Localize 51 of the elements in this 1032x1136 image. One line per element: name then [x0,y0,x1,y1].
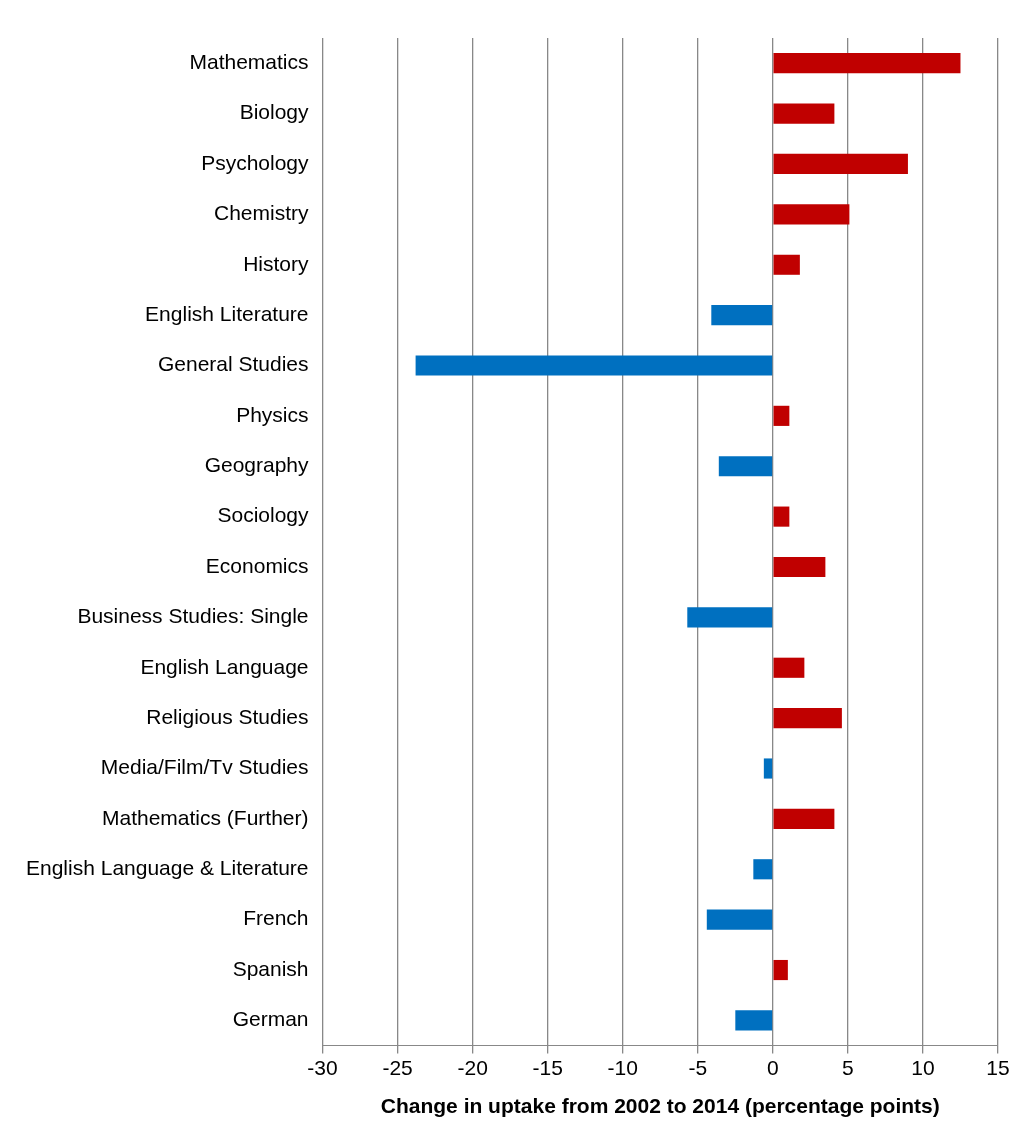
x-tick-label: -10 [607,1056,638,1079]
y-tick-label: Religious Studies [146,704,309,728]
y-tick-label: Chemistry [214,201,310,225]
y-tick-label: German [232,1007,309,1031]
bar [773,254,800,275]
y-tick-label: English Language & Literature [25,856,309,880]
bar [415,355,773,376]
y-tick-label: English Literature [145,301,309,325]
bar [773,506,790,527]
x-tick-label: -15 [532,1056,563,1079]
y-tick-label: English Language [140,654,309,678]
x-tick-label: 0 [767,1056,779,1079]
y-tick-label: Geography [204,453,310,477]
y-tick-label: Economics [205,553,309,577]
y-tick-label: French [243,906,309,930]
y-tick-label: General Studies [157,352,309,376]
y-tick-label: Mathematics [189,49,309,73]
bar [773,405,790,426]
bar [763,758,773,779]
bar [773,959,788,981]
y-tick-label: Biology [239,100,310,124]
y-tick-label: Sociology [217,503,310,527]
y-tick-label: Media/Film/Tv Studies [100,755,309,779]
x-tick-label: 10 [911,1056,935,1079]
x-tick-label: -20 [457,1056,488,1079]
bar [773,204,850,225]
bar [735,1010,773,1031]
bar [773,708,842,729]
bar [753,859,773,880]
x-tick-label: -25 [382,1056,413,1079]
y-tick-label: Business Studies: Single [77,604,309,628]
bar [773,556,826,578]
bar [706,909,773,930]
bar [718,456,773,477]
x-tick-label: 15 [986,1056,1010,1079]
y-tick-label: Mathematics (Further) [101,805,309,829]
bar [773,53,961,74]
y-tick-label: History [243,251,310,275]
x-tick-label: -5 [688,1056,708,1079]
bar [711,305,773,326]
y-tick-label: Physics [236,402,309,426]
x-axis-title: Change in uptake from 2002 to 2014 (percentage points) [380,1094,940,1118]
bar [773,153,908,175]
y-tick-label: Spanish [232,956,309,980]
bar [773,657,805,678]
x-tick-label: -30 [307,1056,338,1079]
bar [773,103,835,124]
y-tick-label: Psychology [201,150,310,174]
bar [773,808,835,829]
x-tick-label: 5 [842,1056,854,1079]
bar [687,607,773,628]
